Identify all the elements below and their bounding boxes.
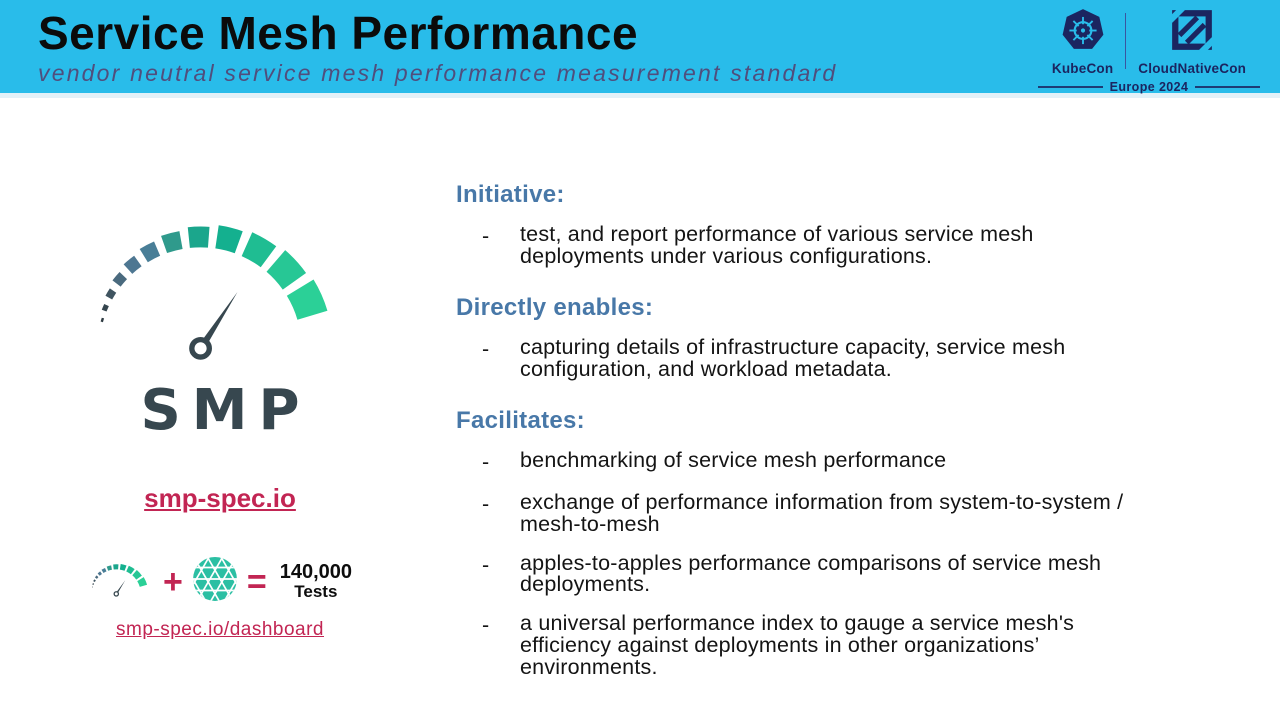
edition-rule-right bbox=[1195, 86, 1260, 88]
bullet-text: apples-to-apples performance comparisons… bbox=[520, 550, 1102, 597]
content-column: Initiative: - test, and report performan… bbox=[456, 181, 1180, 705]
bullet-text: test, and report performance of various … bbox=[520, 222, 1034, 268]
smp-gauge-logo bbox=[100, 225, 328, 360]
edition-rule-left bbox=[1038, 86, 1103, 88]
tests-count: 140,000 Tests bbox=[280, 562, 352, 601]
section-heading: Facilitates: bbox=[456, 406, 585, 434]
tests-unit: Tests bbox=[294, 582, 338, 602]
section-directly-enables: Directly enables: - capturing details of… bbox=[456, 294, 1180, 381]
edition-label: Europe 2024 bbox=[1109, 80, 1189, 94]
meshery-icon bbox=[192, 556, 238, 607]
cncf-square-icon bbox=[1168, 5, 1217, 58]
cloudnativecon-logo: CloudNativeCon bbox=[1138, 5, 1247, 76]
bullet-marker: - bbox=[482, 491, 490, 516]
bullet-marker: - bbox=[482, 552, 490, 577]
list-item: - capturing details of infrastructure ca… bbox=[456, 334, 1180, 381]
list-item: - exchange of performance information fr… bbox=[456, 489, 1180, 536]
bullet-marker: - bbox=[482, 449, 490, 474]
cloudnativecon-label: CloudNativeCon bbox=[1138, 61, 1247, 76]
bullet-text: exchange of performance information from… bbox=[520, 489, 1124, 536]
bullet-marker: - bbox=[482, 224, 490, 248]
bullet-text: a universal performance index to gauge a… bbox=[520, 611, 1075, 680]
smp-branding-panel: SMP smp-spec.io + bbox=[64, 222, 376, 641]
list-item: - benchmarking of service mesh performan… bbox=[456, 447, 1180, 475]
section-initiative: Initiative: - test, and report performan… bbox=[456, 181, 1180, 268]
tests-equation: + bbox=[64, 556, 376, 607]
equals-icon: = bbox=[246, 562, 267, 601]
kubecon-label: KubeCon bbox=[1051, 61, 1114, 76]
page-title: Service Mesh Performance bbox=[38, 7, 639, 59]
list-item: - a universal performance index to gauge… bbox=[456, 611, 1180, 680]
bullet-text: capturing details of infrastructure capa… bbox=[520, 334, 1066, 381]
mini-gauge-icon bbox=[92, 564, 148, 597]
smp-wordmark: SMP bbox=[140, 378, 311, 443]
event-edition: Europe 2024 bbox=[1038, 80, 1260, 94]
dashboard-link[interactable]: smp-spec.io/dashboard bbox=[116, 619, 324, 640]
section-facilitates: Facilitates: - benchmarking of service m… bbox=[456, 407, 1180, 679]
plus-icon: + bbox=[162, 562, 183, 601]
list-item: - apples-to-apples performance compariso… bbox=[456, 550, 1180, 597]
list-item: - test, and report performance of variou… bbox=[456, 222, 1180, 268]
bullet-marker: - bbox=[482, 613, 490, 638]
section-heading: Directly enables: bbox=[456, 293, 654, 321]
logo-divider bbox=[1125, 13, 1127, 69]
section-heading: Initiative: bbox=[456, 181, 565, 208]
bullet-text: benchmarking of service mesh performance bbox=[520, 447, 947, 472]
bullet-marker: - bbox=[482, 336, 490, 361]
header-band: Service Mesh Performance vendor neutral … bbox=[0, 0, 1280, 98]
kubecon-helm-icon bbox=[1060, 7, 1106, 58]
page-subtitle: vendor neutral service mesh performance … bbox=[38, 60, 838, 86]
smp-spec-link[interactable]: smp-spec.io bbox=[144, 483, 296, 513]
kubecon-logo: KubeCon bbox=[1052, 7, 1113, 76]
event-logo-block: KubeCon CloudNativeCon Europe 2024 bbox=[1038, 5, 1260, 94]
tests-value: 140,000 bbox=[279, 561, 352, 584]
